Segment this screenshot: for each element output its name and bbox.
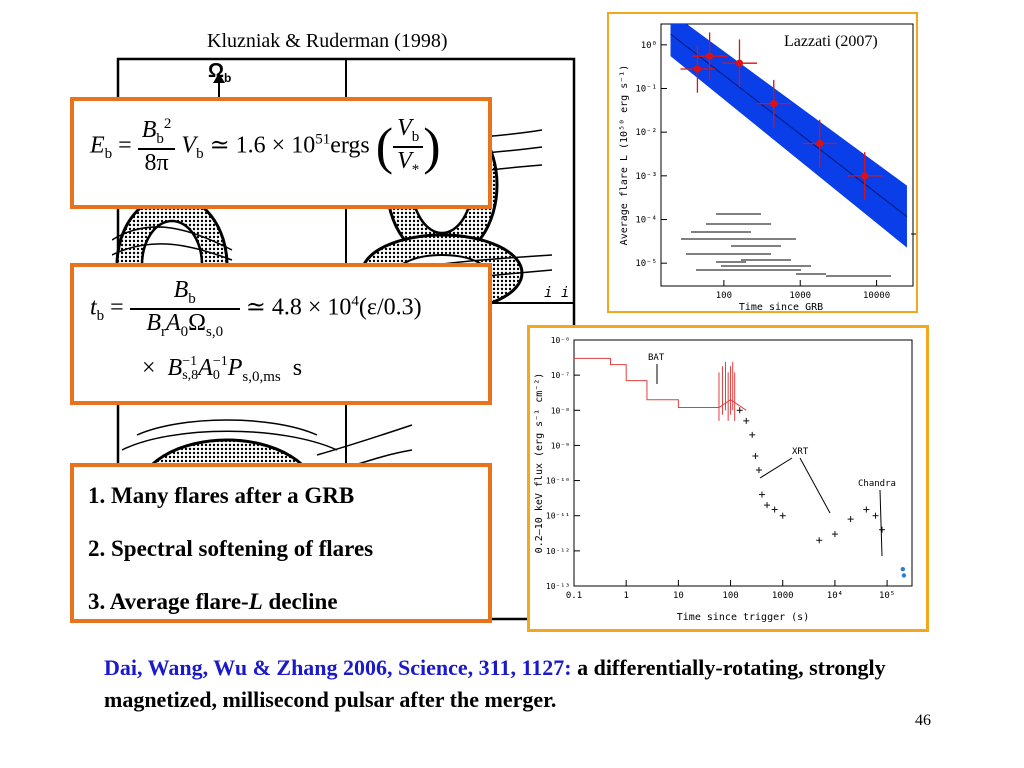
bottom-chart-ytick: 10⁻¹⁰ (546, 477, 570, 486)
top-chart-point-3 (722, 39, 758, 87)
bottom-chart-xtick: 10⁴ (827, 591, 843, 601)
top-chart-point-6 (847, 152, 883, 200)
finding-item-1: 1. Many flares after a GRB (88, 483, 355, 508)
bottom-chart-ytick: 10⁻¹¹ (546, 512, 570, 521)
equation-timescale: tb = Bb BrA0Ωs,0 ≃ 4.8 × 104(ε/0.3) (90, 277, 422, 340)
top-chart-flare-bars (681, 213, 916, 277)
omega-label: Ωb (208, 60, 232, 85)
bottom-chart-xtick: 10 (673, 591, 684, 601)
equation-energy: Eb = Bb2 8π Vb ≃ 1.6 × 1051ergs ( Vb V* … (90, 115, 441, 178)
bottom-chart-xtick: 10⁵ (879, 591, 895, 601)
panel-label: i i (544, 285, 569, 301)
bottom-chart-xlabel: Time since trigger (s) (677, 612, 809, 623)
annot-xrt: XRT (792, 447, 809, 457)
top-chart-ylabel: Average flare L (10⁵⁰ erg s⁻¹) (619, 65, 630, 246)
top-chart-ytick: 10⁻³ (635, 172, 657, 182)
findings-box: 1. Many flares after a GRB 2. Spectral s… (70, 463, 492, 623)
finding-item-3: 3. Average flare-L decline (88, 589, 338, 614)
top-chart-xlabel: Time since GRB (739, 302, 823, 311)
bottom-chart-annotations: BAT XRT Chandra (648, 353, 896, 557)
reference-description: a differentially-rotating, strongly magn… (104, 655, 886, 712)
findings-list: 1. Many flares after a GRB 2. Spectral s… (88, 469, 373, 628)
bottom-chart: 10⁻¹³ 10⁻¹² 10⁻¹¹ 10⁻¹⁰ 10⁻⁹ 10⁻⁸ 10⁻⁷ 10⁻⁶ 0.1… (534, 336, 913, 623)
bottom-chart-ytick: 10⁻¹³ (546, 582, 570, 591)
bottom-chart-ytick: 10⁻⁶ (551, 336, 570, 345)
annot-bat: BAT (648, 353, 665, 363)
bottom-chart-xtick: 1000 (772, 591, 794, 601)
left-figure-caption: Kluzniak & Ruderman (1998) (207, 30, 448, 52)
top-chart-ytick: 10⁻¹ (635, 85, 657, 95)
bottom-chart-ytick: 10⁻⁷ (551, 371, 570, 380)
bottom-chart-series-chandra (900, 567, 907, 578)
top-chart: 10⁰ 10⁻¹ 10⁻² 10⁻³ 10⁻⁴ 10⁻⁵ 100 1000 10000 Tim… (619, 23, 916, 311)
top-chart-ytick: 10⁻⁴ (635, 216, 657, 226)
bottom-chart-xtick: 0.1 (566, 591, 582, 601)
top-chart-model-line (670, 33, 908, 218)
top-chart-ytick: 10⁰ (641, 41, 657, 51)
top-chart-xtick: 100 (716, 291, 732, 301)
reference-text: Dai, Wang, Wu & Zhang 2006, Science, 311… (104, 652, 924, 716)
bottom-chart-ytick: 10⁻⁹ (551, 441, 570, 450)
finding-item-2: 2. Spectral softening of flares (88, 536, 374, 561)
top-chart-caption: Lazzati (2007) (784, 33, 878, 51)
slide-number: 46 (915, 712, 931, 729)
reference-citation: Dai, Wang, Wu & Zhang 2006, Science, 311… (104, 655, 572, 680)
top-chart-xtick: 1000 (789, 291, 811, 301)
bottom-chart-ytick: 10⁻¹² (546, 547, 570, 556)
equation-energy-box: Eb = Bb2 8π Vb ≃ 1.6 × 1051ergs ( Vb V* … (70, 97, 492, 209)
bottom-chart-series-bat (574, 357, 747, 421)
top-chart-point-5 (802, 119, 838, 168)
top-chart-ytick: 10⁻⁵ (635, 259, 657, 269)
bottom-chart-series-xrt (736, 407, 886, 544)
annot-chandra: Chandra (858, 479, 896, 489)
top-chart-ytick: 10⁻² (635, 128, 657, 138)
bottom-chart-xtick: 100 (722, 591, 738, 601)
equation-timescale-box: tb = Bb BrA0Ωs,0 ≃ 4.8 × 104(ε/0.3) × B −… (70, 263, 492, 405)
top-chart-point-4 (756, 79, 792, 128)
top-chart-xtick: 10000 (863, 291, 890, 301)
bottom-chart-xtick: 1 (623, 591, 628, 601)
bottom-chart-ylabel: 0.2–10 keV flux (erg s⁻¹ cm⁻²) (534, 373, 545, 554)
top-chart-point-2 (692, 32, 728, 80)
bottom-chart-ytick: 10⁻⁸ (551, 406, 570, 415)
equation-timescale-line2: × B −1 s,8 A −1 0 Ps,0,ms s (142, 354, 303, 385)
